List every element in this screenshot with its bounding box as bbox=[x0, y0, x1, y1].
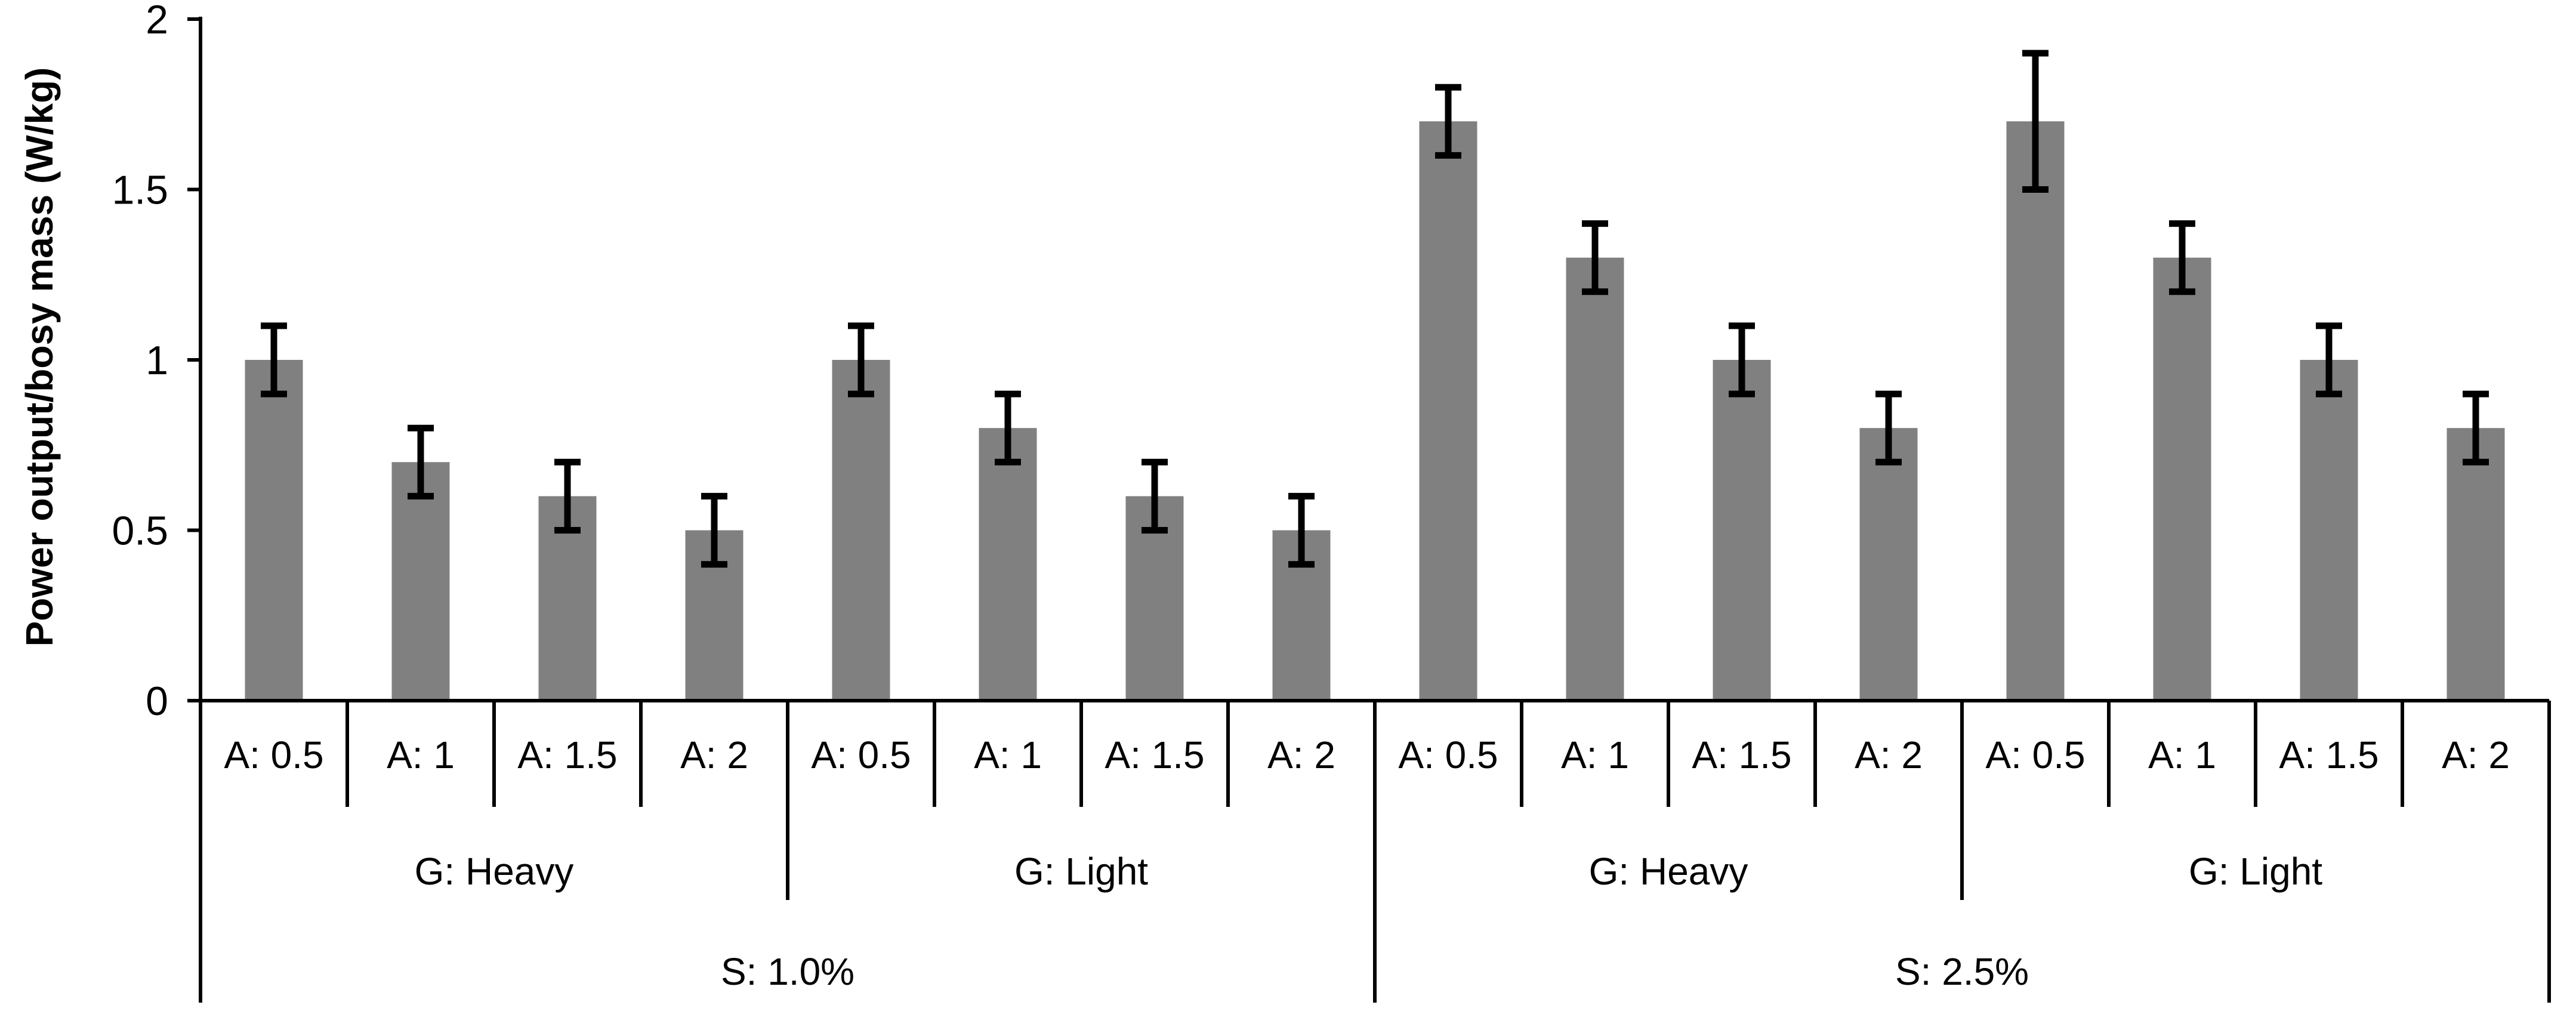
bar bbox=[832, 360, 890, 701]
category-label: A: 0.5 bbox=[1985, 733, 2085, 776]
bar bbox=[1859, 428, 1918, 701]
category-label: A: 2 bbox=[1855, 733, 1923, 776]
bar bbox=[1713, 360, 1771, 701]
category-label: A: 1 bbox=[1561, 733, 1629, 776]
category-label: A: 1.5 bbox=[1105, 733, 1204, 776]
bar bbox=[245, 360, 303, 701]
category-label: A: 2 bbox=[2442, 733, 2510, 776]
y-tick-label: 1 bbox=[146, 338, 168, 383]
y-axis-title: Power output/bosy mass (W/kg) bbox=[18, 67, 61, 647]
bar bbox=[391, 462, 450, 701]
group-label: G: Heavy bbox=[415, 850, 574, 893]
category-label: A: 2 bbox=[1267, 733, 1335, 776]
category-label: A: 1.5 bbox=[517, 733, 617, 776]
bar bbox=[2006, 121, 2065, 701]
category-label: A: 1 bbox=[2148, 733, 2216, 776]
group-label: G: Heavy bbox=[1589, 850, 1748, 893]
category-label: A: 1 bbox=[387, 733, 455, 776]
y-tick-label: 0.5 bbox=[112, 508, 168, 554]
x-axis: A: 0.5 A: 1 A: 1.5 A: 2 A: 0.5 A: 1 A: 1.5 A: 2… bbox=[199, 699, 2551, 1003]
supergroup-label: S: 1.0% bbox=[721, 950, 854, 993]
supergroup-label: S: 2.5% bbox=[1895, 950, 2029, 993]
category-label: A: 0.5 bbox=[1398, 733, 1498, 776]
category-label: A: 1.5 bbox=[1692, 733, 1791, 776]
bar bbox=[2447, 428, 2505, 701]
y-tick-label: 0 bbox=[146, 679, 168, 724]
bars bbox=[245, 121, 2505, 701]
group-label: G: Light bbox=[1014, 850, 1148, 893]
category-label: A: 1 bbox=[974, 733, 1042, 776]
bar bbox=[2300, 360, 2358, 701]
category-label: A: 0.5 bbox=[224, 733, 323, 776]
bar bbox=[2153, 257, 2211, 701]
y-tick-label: 1.5 bbox=[112, 168, 168, 213]
bar bbox=[979, 428, 1037, 701]
y-tick-label: 2 bbox=[146, 0, 168, 42]
bar bbox=[1566, 257, 1624, 701]
error-bars bbox=[261, 50, 2489, 568]
category-label: A: 1.5 bbox=[2279, 733, 2378, 776]
category-label: A: 0.5 bbox=[811, 733, 911, 776]
bar bbox=[1419, 121, 1477, 701]
y-axis: 0 0.5 1 1.5 2 bbox=[112, 0, 202, 724]
category-label: A: 2 bbox=[680, 733, 748, 776]
group-label: G: Light bbox=[2189, 850, 2322, 893]
